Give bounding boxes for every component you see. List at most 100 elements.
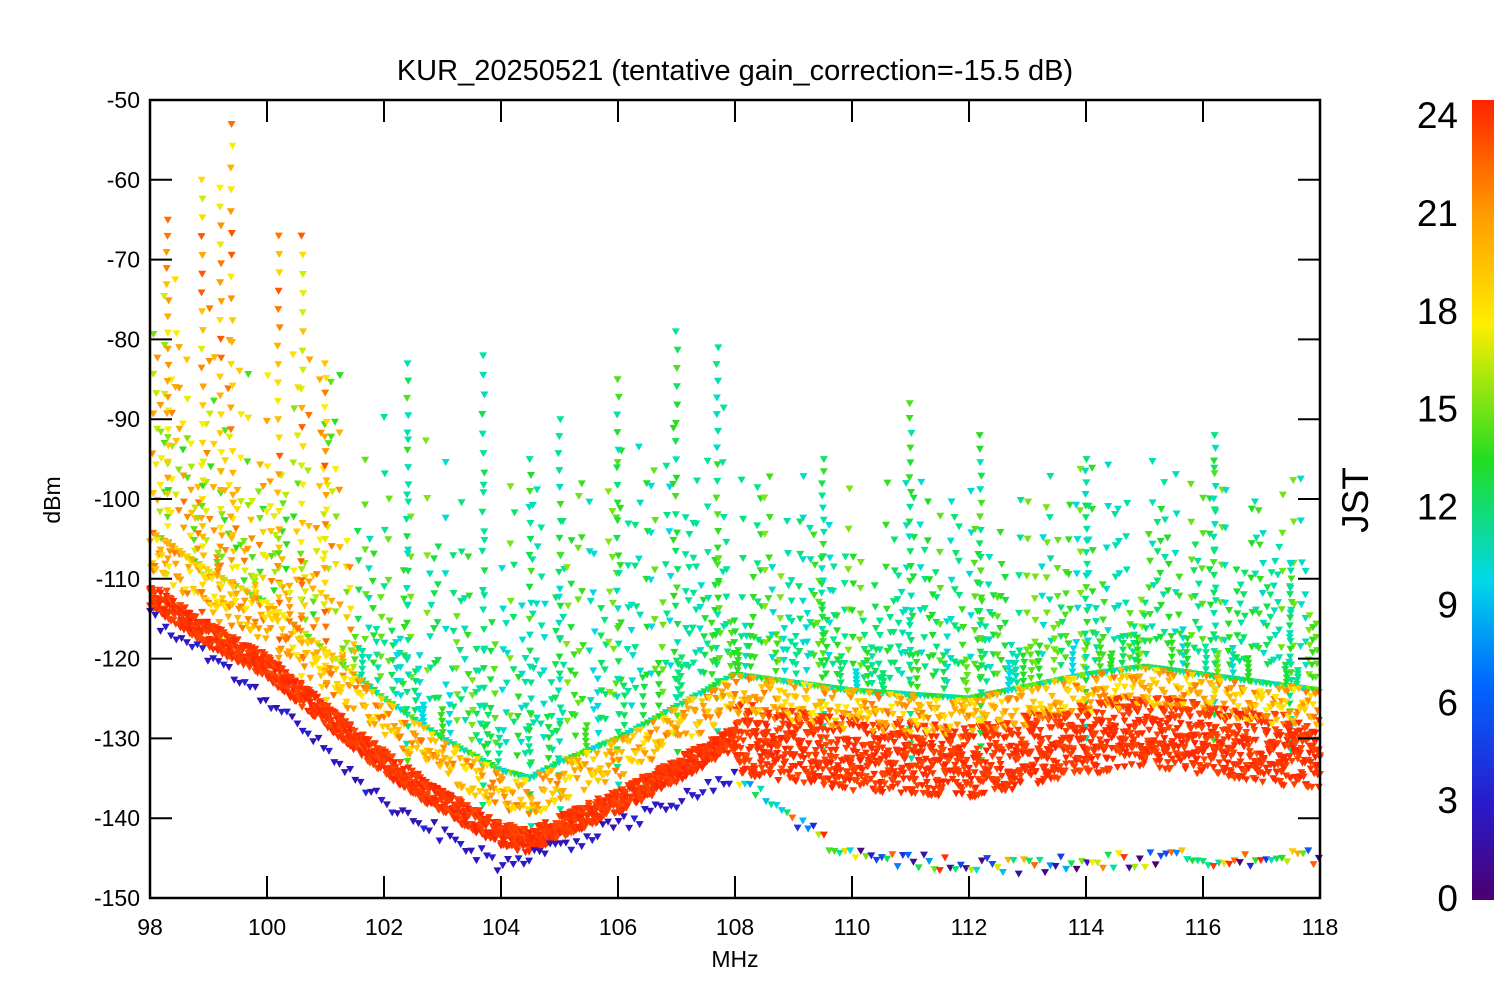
floor-point — [300, 663, 309, 671]
peak-point — [1081, 595, 1090, 603]
floor-point — [560, 818, 569, 826]
data-point — [304, 412, 313, 420]
peak-point — [403, 550, 412, 558]
peak-point — [163, 490, 172, 498]
peak-point — [163, 377, 172, 385]
data-point — [578, 588, 587, 596]
data-point — [369, 550, 378, 558]
peak-point — [479, 352, 488, 360]
floor-point — [617, 748, 626, 756]
floor-point — [285, 648, 294, 656]
data-point — [490, 764, 499, 772]
data-point — [597, 687, 606, 695]
peak-point — [976, 621, 985, 629]
data-point — [981, 623, 990, 631]
data-point — [244, 414, 253, 422]
peak-point — [672, 657, 681, 665]
peak-point — [555, 670, 564, 678]
data-point — [954, 557, 963, 565]
data-point — [943, 648, 952, 656]
data-point — [346, 626, 355, 634]
data-point — [1252, 534, 1261, 542]
peak-point — [163, 555, 172, 563]
data-point — [1107, 650, 1116, 658]
data-point — [655, 713, 664, 721]
data-point — [502, 739, 511, 747]
peak-point — [403, 360, 412, 368]
floor-point — [377, 696, 386, 704]
floor-point — [577, 813, 586, 821]
peak-point — [1209, 609, 1218, 617]
peak-point — [525, 583, 534, 591]
floor-point — [436, 763, 445, 771]
data-point — [1152, 635, 1161, 643]
data-point — [522, 702, 531, 710]
data-point — [1118, 659, 1127, 667]
floor-point — [364, 713, 373, 721]
data-point — [1289, 518, 1298, 526]
data-point — [703, 640, 712, 648]
floor-point — [427, 731, 436, 739]
data-point — [1076, 507, 1085, 515]
data-point — [1159, 591, 1168, 599]
peak-point — [671, 328, 680, 336]
data-point — [1254, 644, 1263, 652]
data-point — [153, 496, 162, 504]
floor-point — [513, 847, 522, 855]
data-point — [529, 719, 538, 727]
data-point — [183, 395, 192, 403]
data-point — [183, 513, 192, 521]
data-point — [391, 639, 400, 647]
data-point — [753, 560, 762, 568]
floor-point — [832, 708, 841, 716]
peak-point — [1211, 584, 1220, 592]
data-point — [966, 653, 975, 661]
floor-point — [415, 721, 424, 729]
floor-point — [746, 695, 755, 703]
floor-point — [550, 798, 559, 806]
data-point — [931, 668, 940, 676]
data-point — [1209, 631, 1218, 639]
floor-point — [789, 730, 798, 738]
data-point — [453, 691, 462, 699]
data-point — [974, 665, 983, 673]
floor-point — [396, 759, 405, 767]
floor-point — [431, 738, 440, 746]
data-point — [1198, 636, 1207, 644]
data-point — [513, 713, 522, 721]
floor-point — [798, 705, 807, 713]
peak-point — [197, 289, 206, 297]
data-point — [506, 597, 515, 605]
data-point — [1057, 647, 1066, 655]
floor-point — [619, 771, 628, 779]
data-point — [722, 593, 731, 601]
data-point — [1136, 650, 1145, 658]
data-point — [361, 635, 370, 643]
peak-point — [297, 558, 306, 566]
data-point — [232, 544, 241, 552]
floor-point — [244, 616, 253, 624]
data-point — [908, 612, 917, 620]
floor-point — [723, 683, 732, 691]
data-point — [1004, 681, 1013, 689]
data-point — [828, 660, 837, 668]
peak-point — [673, 401, 682, 409]
data-point — [704, 594, 713, 602]
data-point — [582, 743, 591, 751]
data-point — [582, 722, 591, 730]
floor-point — [544, 799, 553, 807]
data-point — [977, 598, 986, 606]
data-point — [616, 562, 625, 570]
data-point — [609, 691, 618, 699]
data-point — [905, 676, 914, 684]
data-point — [669, 536, 678, 544]
floor-point — [672, 779, 681, 787]
data-point — [251, 573, 260, 581]
data-point — [153, 354, 162, 362]
floor-point — [910, 770, 919, 778]
peak-point — [480, 704, 489, 712]
floor-point — [725, 692, 734, 700]
data-point — [536, 720, 545, 728]
data-point — [750, 634, 758, 642]
peak-point — [215, 184, 224, 192]
